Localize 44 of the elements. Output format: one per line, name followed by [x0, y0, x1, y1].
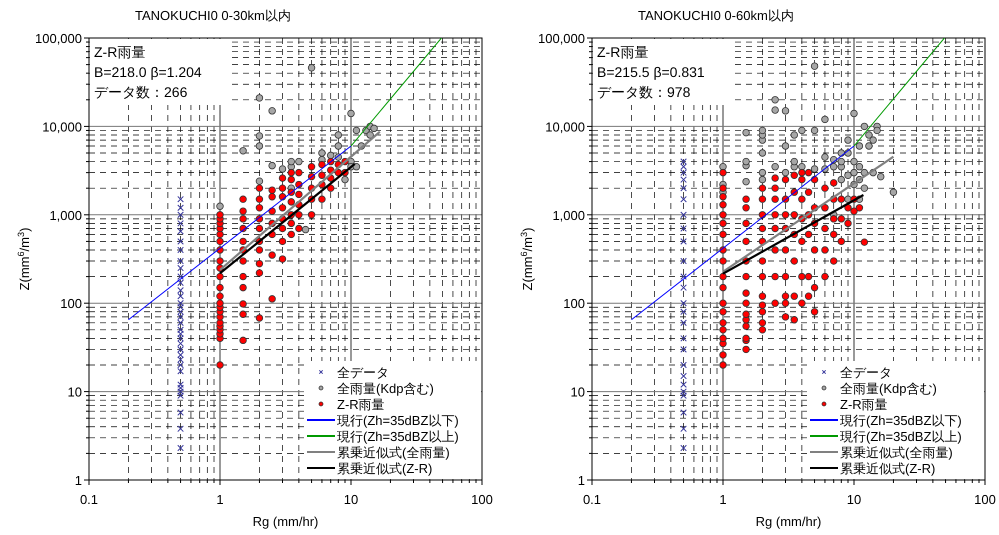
y-tick-label: 100,000 [538, 31, 585, 46]
x-axis-title: Rg (mm/hr) [252, 514, 318, 529]
legend-label: 現行(Zh=35dBZ以下) [337, 413, 459, 428]
legend-label: 全データ [840, 365, 892, 380]
x-tick-label: 1 [719, 492, 727, 507]
x-tick-label: 1 [216, 492, 224, 507]
x-tick-label: 0.1 [582, 492, 602, 507]
legend-label: 全データ [337, 365, 389, 380]
chart-title: TANOKUCHI0 0-30km以内 [135, 8, 291, 23]
legend-label: 全雨量(Kdp含む) [840, 381, 937, 396]
y-tick-label: 10,000 [42, 119, 82, 134]
legend-label: 累乗近似式(Z-R) [337, 461, 432, 476]
y-tick-label: 10 [570, 384, 585, 400]
legend-label: 現行(Zh=35dBZ以下) [840, 413, 962, 428]
annotation: Z-R雨量 [94, 44, 146, 60]
y-tick-label: 1,000 [49, 208, 82, 223]
y-tick-label: 10,000 [545, 119, 585, 134]
x-tick-label: 10 [344, 492, 358, 507]
annotation: B=218.0 β=1.204 [94, 64, 202, 80]
legend-label: 累乗近似式(Z-R) [840, 461, 936, 476]
annotation: データ数：978 [597, 84, 691, 100]
annotation: Z-R雨量 [597, 44, 648, 60]
legend-label: 現行(Zh=35dBZ以上) [840, 429, 962, 444]
x-tick-label: 10 [846, 492, 862, 507]
annotation: データ数：266 [94, 84, 188, 100]
x-tick-label: 100 [471, 492, 493, 507]
x-tick-label: 100 [974, 492, 996, 507]
y-tick-label: 1 [74, 473, 82, 488]
y-tick-label: 100,000 [35, 31, 82, 46]
legend-label: 累乗近似式(全雨量) [337, 445, 450, 460]
y-tick-label: 100 [60, 296, 82, 312]
y-tick-label: 1,000 [552, 208, 585, 223]
y-tick-label: 10 [68, 384, 82, 400]
chart-title: TANOKUCHI0 0-60km以内 [638, 8, 794, 23]
x-axis-title: Rg (mm/hr) [756, 514, 822, 529]
annotation: B=215.5 β=0.831 [597, 64, 705, 80]
legend-label: Z-R雨量 [840, 397, 888, 412]
legend-label: Z-R雨量 [337, 397, 385, 412]
y-tick-label: 100 [563, 296, 585, 312]
legend-label: 現行(Zh=35dBZ以上) [337, 429, 459, 444]
legend-label: 全雨量(Kdp含む) [337, 381, 434, 396]
y-tick-label: 1 [578, 473, 585, 488]
legend-label: 累乗近似式(全雨量) [840, 445, 953, 460]
x-tick-label: 0.1 [80, 492, 98, 507]
